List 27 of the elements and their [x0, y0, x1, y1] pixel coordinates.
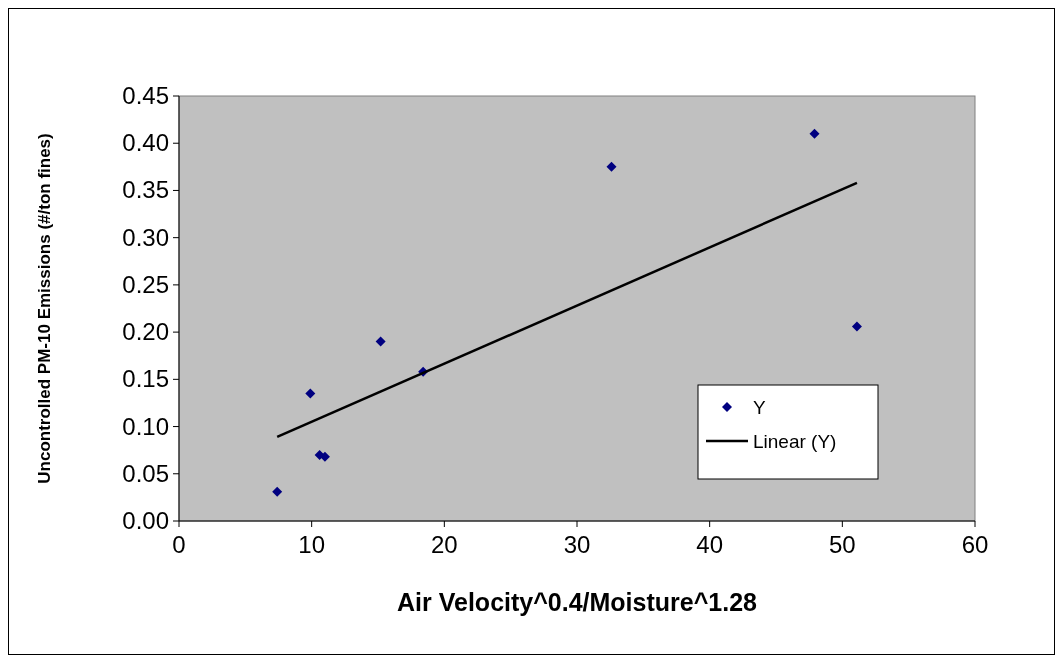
- x-tick-label: 30: [563, 531, 591, 558]
- point: [375, 336, 386, 347]
- x-tick-label: 40: [696, 531, 724, 558]
- x-tick-label: 20: [430, 531, 458, 558]
- y-tick-label: 0.00: [122, 507, 169, 534]
- point: [809, 128, 820, 139]
- y-tick-label: 0.25: [122, 270, 169, 298]
- y-tick-label: 0.35: [122, 176, 169, 204]
- x-tick-label: 50: [828, 531, 856, 558]
- point: [272, 486, 283, 497]
- y-tick-label: 0.20: [122, 318, 169, 346]
- x-axis-title: Air Velocity^0.4/Moisture^1.28: [397, 588, 758, 616]
- y-tick-label: 0.30: [122, 223, 169, 251]
- point: [606, 161, 617, 172]
- x-tick-label: 10: [298, 531, 326, 558]
- y-tick-label: 0.45: [122, 82, 169, 109]
- x-tick-label: 0: [172, 531, 186, 558]
- y-tick-label: 0.05: [122, 459, 169, 487]
- legend-label: Linear (Y): [753, 431, 837, 452]
- y-tick-label: 0.40: [122, 129, 169, 157]
- point: [305, 388, 316, 399]
- point: [851, 321, 862, 332]
- x-tick-label: 60: [961, 531, 989, 558]
- legend-label: Y: [753, 397, 766, 418]
- y-tick-label: 0.10: [122, 412, 169, 440]
- y-tick-label: 0.15: [122, 365, 169, 393]
- y-axis-title: Uncontrolled PM-10 Emissions (#/ton fines): [35, 133, 54, 484]
